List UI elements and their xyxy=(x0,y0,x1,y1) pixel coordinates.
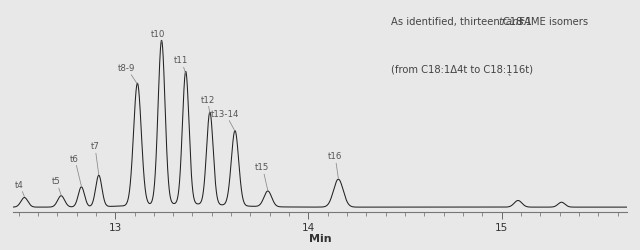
Text: t12: t12 xyxy=(200,95,215,114)
Text: trans: trans xyxy=(499,17,524,27)
Text: (from C18:1Δ4t to C18:1̖16t): (from C18:1Δ4t to C18:1̖16t) xyxy=(390,65,532,76)
Text: t11: t11 xyxy=(174,56,188,74)
Text: t16: t16 xyxy=(328,152,342,178)
Text: As identified, thirteen C18:1: As identified, thirteen C18:1 xyxy=(390,17,535,27)
Text: t7: t7 xyxy=(90,142,99,175)
Text: t6: t6 xyxy=(70,154,81,186)
Text: t10: t10 xyxy=(151,30,165,43)
Text: t15: t15 xyxy=(255,163,269,191)
Text: FAME isomers: FAME isomers xyxy=(516,17,589,27)
Text: t4: t4 xyxy=(15,180,24,197)
Text: t5: t5 xyxy=(52,176,61,195)
Text: t13-14: t13-14 xyxy=(211,109,239,132)
Text: t8-9: t8-9 xyxy=(118,64,138,85)
X-axis label: Min: Min xyxy=(308,234,332,243)
